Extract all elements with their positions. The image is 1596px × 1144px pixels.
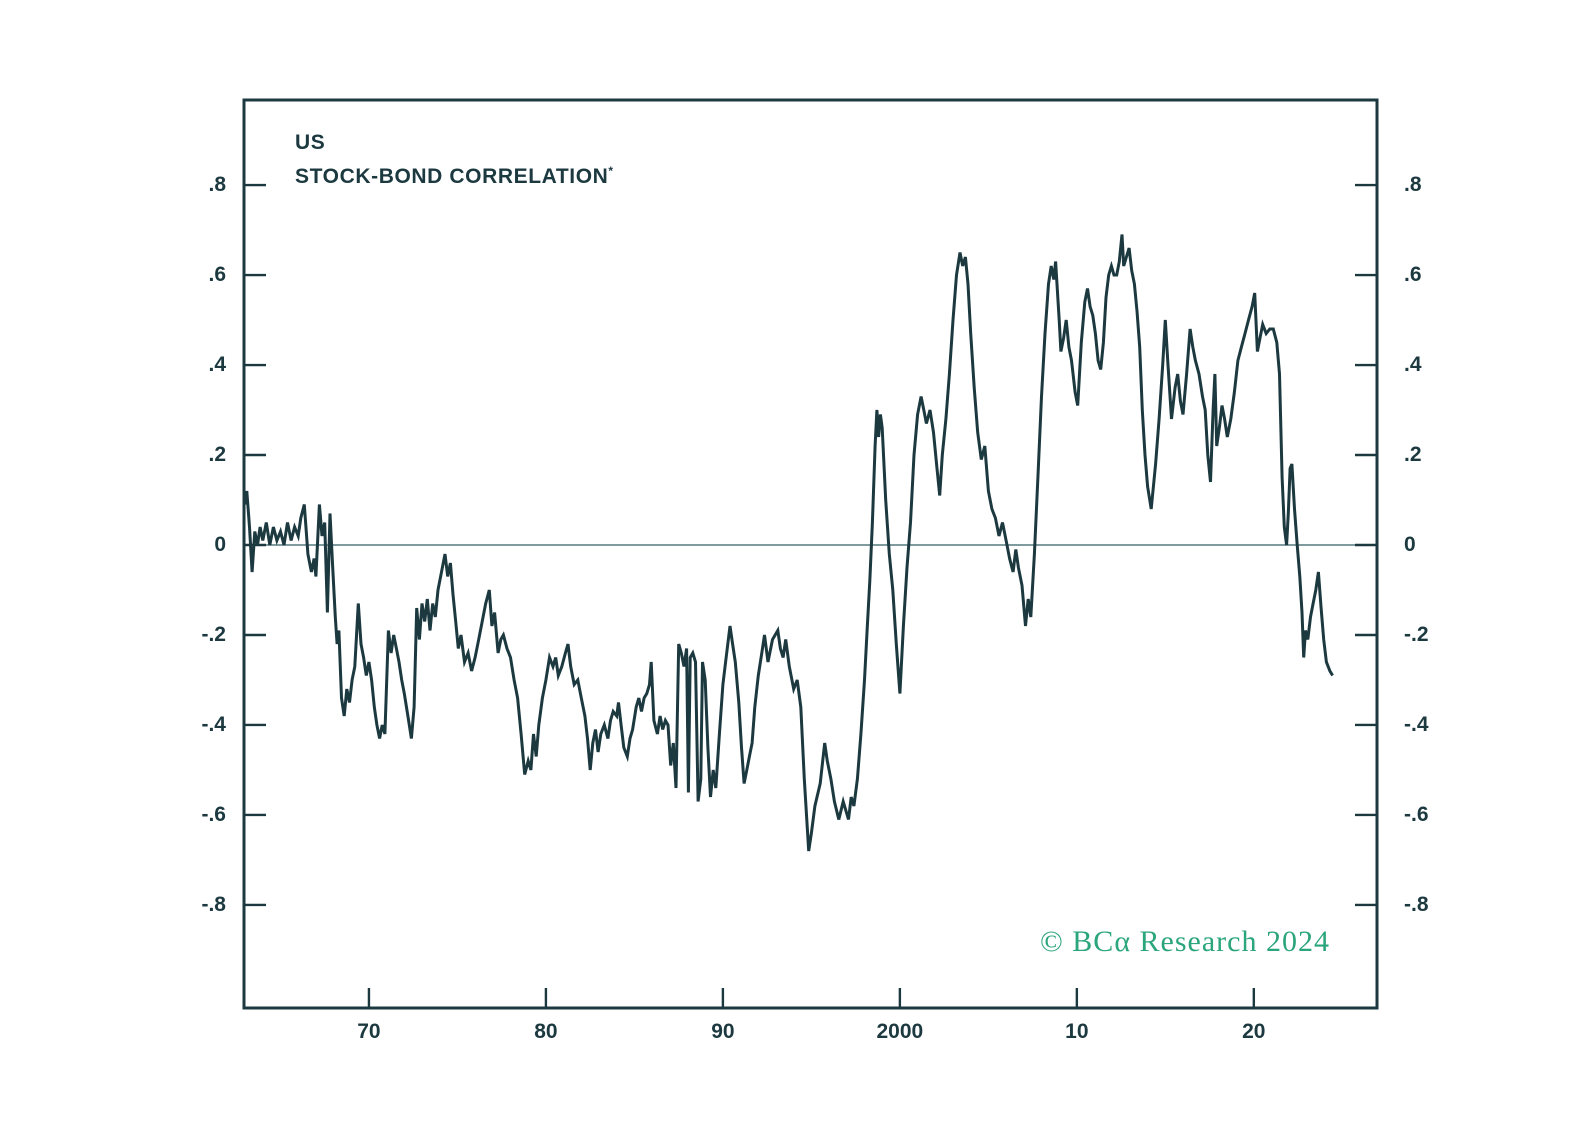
y-axis-label-left: -.8 xyxy=(201,892,226,916)
y-axis-label-left: 0 xyxy=(214,533,226,556)
y-axis-label-left: .6 xyxy=(208,263,226,287)
chart-title-line1: US xyxy=(295,131,326,154)
x-axis-label: 2000 xyxy=(876,1020,924,1043)
y-axis-label-right: .2 xyxy=(1404,443,1422,466)
plot-frame xyxy=(242,98,1379,1010)
y-axis-label-right: .6 xyxy=(1404,263,1422,287)
chart-title: US STOCK-BOND CORRELATION* xyxy=(295,129,614,191)
y-axis-label-right: -.2 xyxy=(1404,622,1429,646)
y-axis-label-right: -.8 xyxy=(1404,892,1429,916)
y-axis-label-right: 0 xyxy=(1404,533,1416,556)
x-axis-label: 10 xyxy=(1065,1020,1089,1043)
y-axis-label-left: .2 xyxy=(208,443,226,466)
y-axis-label-right: .8 xyxy=(1404,173,1422,197)
y-axis-label-left: -.2 xyxy=(201,622,226,646)
chart-title-line2-text: STOCK-BOND CORRELATION xyxy=(295,165,609,188)
y-axis-label-left: .4 xyxy=(208,353,226,377)
x-axis-label: 70 xyxy=(357,1020,381,1043)
footnote-asterisk: * xyxy=(608,164,614,178)
x-axis-label: 80 xyxy=(534,1020,558,1043)
series-line-stock-bond-correlation xyxy=(243,234,1334,852)
x-axis-label: 90 xyxy=(711,1020,735,1043)
y-axis-label-right: -.6 xyxy=(1404,802,1429,826)
y-axis-label-right: -.4 xyxy=(1404,712,1429,736)
y-axis-label-left: -.6 xyxy=(201,802,226,826)
y-axis-label-left: -.4 xyxy=(201,712,226,736)
y-axis-label-left: .8 xyxy=(208,173,226,197)
x-axis-label: 20 xyxy=(1242,1020,1266,1043)
y-axis-label-right: .4 xyxy=(1404,353,1422,377)
chart-title-line2: STOCK-BOND CORRELATION* xyxy=(295,157,614,191)
bca-research-watermark: © BCα Research 2024 xyxy=(1040,925,1330,958)
